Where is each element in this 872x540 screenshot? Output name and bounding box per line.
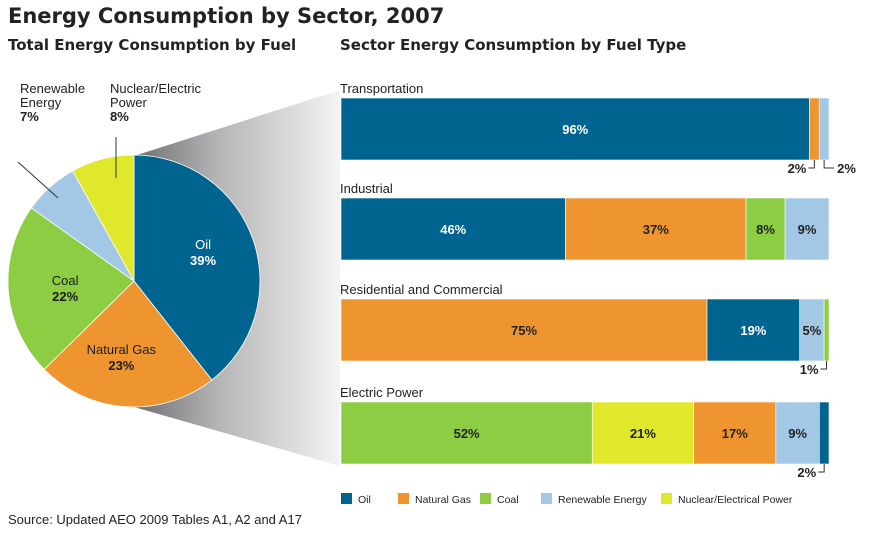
callout-line-residential-and-commercial-coal	[820, 361, 828, 370]
callout-label-transportation-renewable-energy: 2%	[837, 161, 856, 176]
pie-label-nuclear-electric-line1: Nuclear/Electric	[110, 81, 202, 96]
bar-segment-residential-and-commercial-coal	[823, 298, 830, 362]
bar-label-electric-power-natural-gas: 17%	[722, 426, 748, 441]
bar-segment-electric-power-nuclear-electrical-power	[591, 401, 695, 465]
callout-line-electric-power-oil	[818, 464, 825, 473]
bar-segment-industrial-oil	[340, 197, 566, 261]
bar-label-residential-and-commercial-oil: 19%	[740, 323, 766, 338]
legend-swatch-nuclear-electrical-power	[661, 493, 672, 504]
callout-label-residential-and-commercial-coal: 1%	[800, 362, 819, 377]
legend-label-oil: Oil	[358, 494, 371, 506]
bar-label-electric-power-nuclear-electrical-power: 21%	[630, 426, 656, 441]
legend: Oil Natural Gas Coal Renewable Energy Nuclea…	[341, 493, 793, 506]
legend-swatch-coal	[480, 493, 491, 504]
bar-segment-industrial-natural-gas	[565, 197, 747, 261]
callout-line-transportation-renewable-energy	[823, 160, 835, 169]
bar-segment-industrial-coal	[745, 197, 786, 261]
pie-slice-natural-gas	[43, 280, 213, 408]
pie-slice-nuclear-electric-power	[72, 154, 135, 283]
bar-label-residential-and-commercial-renewable-energy: 5%	[803, 323, 822, 338]
bar-label-transportation-oil: 96%	[562, 122, 588, 137]
sector-label-electric-power: Electric Power	[340, 385, 424, 400]
pie-chart-title: Total Energy Consumption by Fuel	[8, 36, 297, 54]
pie-label-coal: Coal	[52, 273, 79, 288]
bar-label-electric-power-renewable-energy: 9%	[788, 426, 807, 441]
pie-value-natural-gas: 23%	[108, 358, 134, 373]
callout-line-transportation-natural-gas	[808, 160, 815, 169]
legend-swatch-renewable-energy	[541, 493, 552, 504]
stacked-bar-chart: Transportation 96% 2% 2% Industrial 46% 37% 8% 9…	[340, 81, 856, 480]
callout-label-electric-power-oil: 2%	[797, 465, 816, 480]
sector-label-industrial: Industrial	[340, 181, 393, 196]
pie-value-coal: 22%	[52, 289, 78, 304]
bar-segment-electric-power-coal	[340, 401, 593, 465]
legend-label-renewable-energy: Renewable Energy	[558, 494, 647, 506]
bar-label-industrial-coal: 8%	[756, 222, 775, 237]
legend-label-nuclear-electrical-power: Nuclear/Electrical Power	[678, 494, 793, 506]
callout-label-transportation-natural-gas: 2%	[788, 161, 807, 176]
pie-slice-coal	[7, 207, 135, 370]
pie-label-renewable-energy-line2: Energy	[20, 95, 62, 110]
bar-label-industrial-natural-gas: 37%	[643, 222, 669, 237]
page-title: Energy Consumption by Sector, 2007	[8, 4, 445, 28]
bar-segment-residential-and-commercial-natural-gas	[340, 298, 708, 362]
sector-label-transportation: Transportation	[340, 81, 423, 96]
pie-value-renewable-energy: 7%	[20, 109, 39, 124]
pie-value-nuclear-electric: 8%	[110, 109, 129, 124]
bar-label-electric-power-coal: 52%	[454, 426, 480, 441]
bar-segment-electric-power-oil	[819, 401, 830, 465]
legend-label-natural-gas: Natural Gas	[415, 494, 471, 506]
pie-label-oil: Oil	[195, 237, 211, 252]
bar-chart-title: Sector Energy Consumption by Fuel Type	[340, 36, 687, 54]
legend-swatch-natural-gas	[398, 493, 409, 504]
bar-label-industrial-renewable-energy: 9%	[798, 222, 817, 237]
pie-slice-oil	[133, 154, 261, 381]
pie-label-natural-gas: Natural Gas	[87, 342, 157, 357]
bar-segment-transportation-renewable-energy	[818, 97, 830, 161]
pie-label-renewable-energy-line1: Renewable	[20, 81, 85, 96]
sector-label-residential-and-commercial: Residential and Commercial	[340, 282, 503, 297]
legend-label-coal: Coal	[497, 494, 519, 506]
bar-segment-transportation-natural-gas	[809, 97, 820, 161]
pie-leader-renewable	[17, 161, 59, 199]
pie-value-oil: 39%	[190, 253, 216, 268]
bar-label-residential-and-commercial-natural-gas: 75%	[511, 323, 537, 338]
bar-segment-industrial-renewable-energy	[784, 197, 830, 261]
legend-swatch-oil	[341, 493, 352, 504]
bar-label-industrial-oil: 46%	[440, 222, 466, 237]
bar-segment-transportation-oil	[340, 97, 810, 161]
pie-label-nuclear-electric-line2: Power	[110, 95, 148, 110]
source-note: Source: Updated AEO 2009 Tables A1, A2 a…	[8, 512, 302, 527]
